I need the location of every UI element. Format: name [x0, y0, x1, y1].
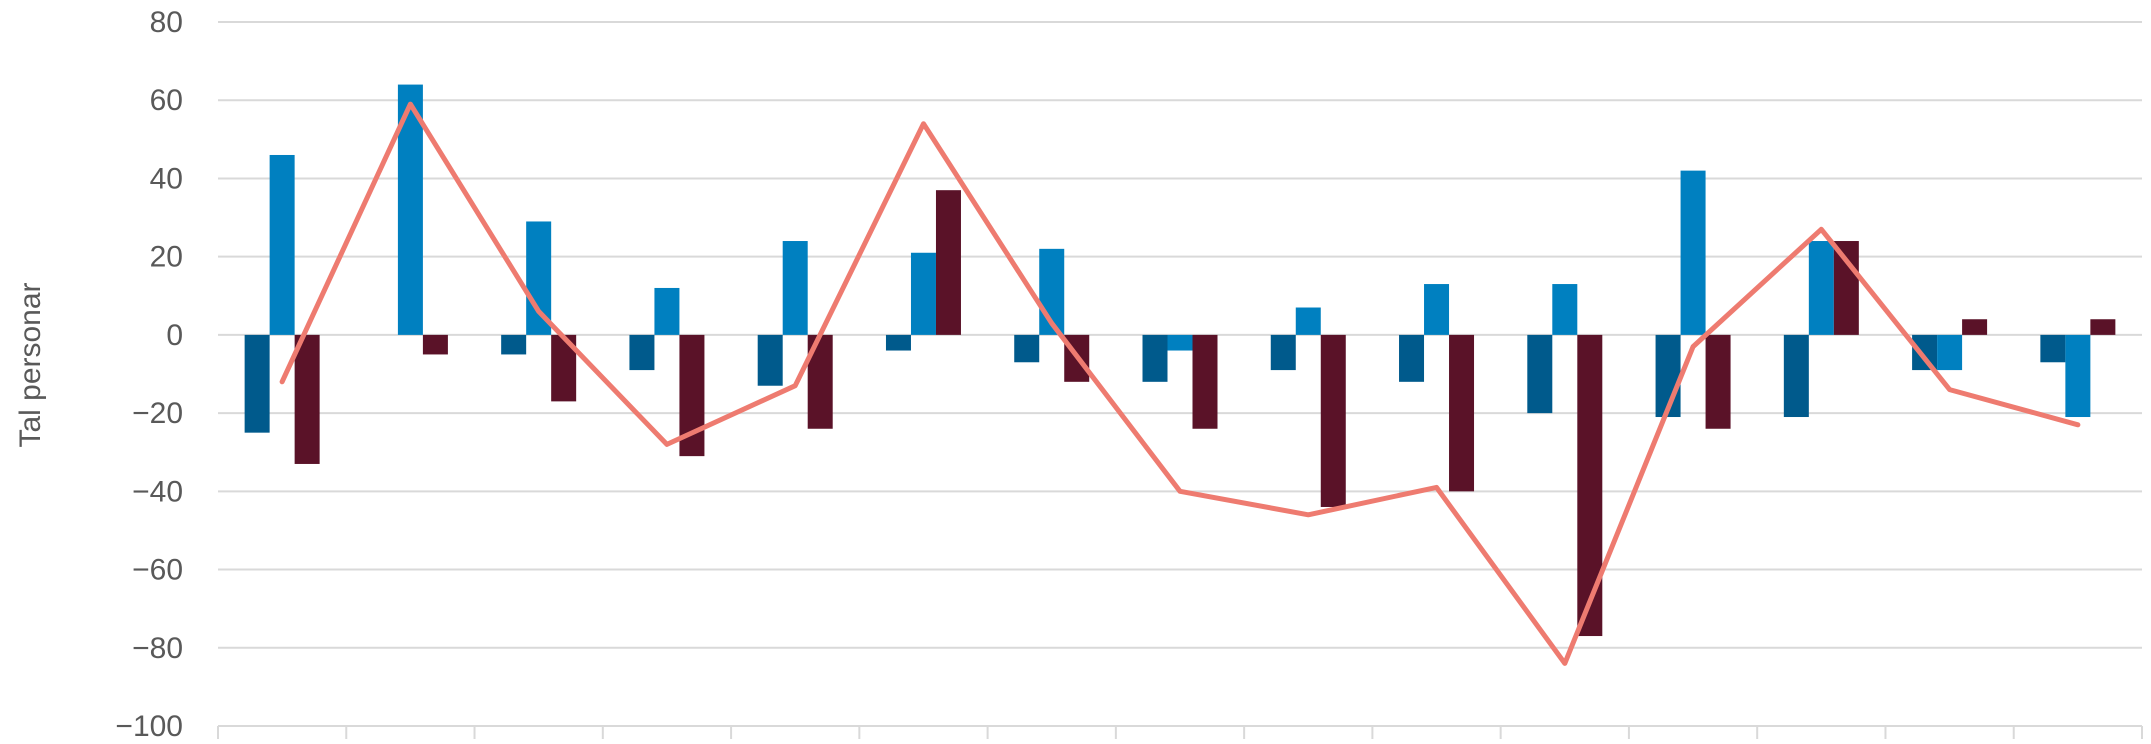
bar-s2-c4 [654, 287, 680, 335]
bar-s2-c14 [1937, 334, 1963, 371]
bar-s1-c15 [2040, 334, 2066, 363]
bar-s1-c11 [1527, 334, 1553, 414]
bar-s3-c11 [1577, 334, 1603, 637]
bar-s2-c10 [1424, 284, 1450, 335]
y-tick-label: −20 [132, 397, 183, 430]
y-axis-label: Tal personar [14, 282, 47, 447]
bar-s1-c7 [1014, 334, 1040, 363]
bar-s1-c10 [1399, 334, 1425, 382]
bar-s1-c3 [501, 334, 527, 355]
bar-s2-c13 [1808, 241, 1834, 335]
bar-s3-c2 [422, 334, 448, 355]
bar-s3-c1 [294, 334, 320, 464]
bar-s2-c5 [782, 241, 808, 335]
bar-s2-c6 [910, 252, 936, 335]
bar-s3-c6 [935, 190, 961, 335]
y-tick-label: −40 [132, 475, 183, 508]
bar-s3-c14 [1962, 319, 1988, 335]
bar-s1-c14 [1912, 334, 1938, 371]
y-tick-label: 40 [150, 162, 183, 195]
bar-s2-c15 [2065, 334, 2091, 418]
bar-s1-c8 [1142, 334, 1168, 382]
y-tick-label: −60 [132, 554, 183, 587]
bar-s1-c6 [885, 334, 911, 351]
line-series [279, 101, 2081, 666]
bar-s1-c5 [757, 334, 783, 386]
bar-s3-c12 [1705, 334, 1731, 429]
line-series-1 [279, 101, 2081, 666]
bar-s2-c3 [526, 221, 552, 335]
x-axis [217, 726, 2143, 740]
bar-s1-c4 [629, 334, 655, 371]
y-tick-label: 20 [150, 241, 183, 274]
bar-s2-c8 [1167, 334, 1193, 351]
bar-s1-c1 [244, 334, 270, 433]
y-tick-label: 80 [150, 6, 183, 39]
bar-s3-c10 [1449, 334, 1475, 492]
bar-s3-c13 [1833, 241, 1859, 335]
bar-s2-c9 [1295, 307, 1321, 335]
bar-s3-c8 [1192, 334, 1218, 429]
bar-s1-c9 [1270, 334, 1296, 371]
bar-s2-c12 [1680, 170, 1706, 335]
bar-s2-c1 [269, 154, 295, 335]
bars [244, 84, 2116, 637]
bar-s3-c9 [1320, 334, 1346, 507]
y-tick-label: 60 [150, 84, 183, 117]
gridlines [218, 21, 2142, 727]
y-tick-label: −80 [132, 632, 183, 665]
bar-s1-c13 [1783, 334, 1809, 418]
y-tick-labels: 80 60 40 20 0 −20 −40 −60 −80 −100 [115, 6, 183, 743]
bar-s2-c11 [1552, 284, 1578, 335]
y-tick-label: 0 [166, 319, 183, 352]
y-tick-label: −100 [115, 710, 183, 739]
bar-s3-c15 [2090, 319, 2116, 335]
